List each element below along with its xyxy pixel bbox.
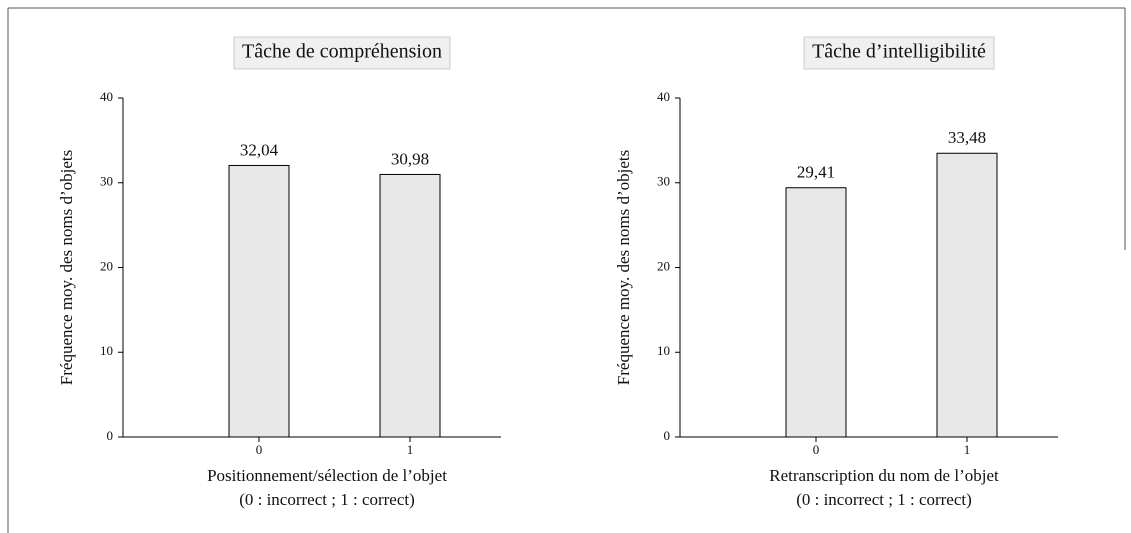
data-label: 32,04 [240,140,279,159]
y-tick-label: 10 [657,343,670,358]
chart-title: Tâche de compréhension [242,41,442,63]
x-tick-label: 1 [964,442,971,457]
y-tick-label: 30 [100,174,113,189]
x-tick-label: 1 [407,442,414,457]
x-tick-label: 0 [813,442,820,457]
title-box [803,36,995,70]
y-axis-label: Fréquence moy. des noms d’objets [57,150,76,385]
y-tick-label: 10 [100,343,113,358]
title-box [233,36,451,70]
y-axis-label: Fréquence moy. des noms d’objets [614,150,633,385]
data-label: 30,98 [391,149,429,168]
y-tick-label: 40 [657,89,670,104]
data-label: 33,48 [948,128,986,147]
data-label: 29,41 [797,163,835,182]
bar [228,164,290,438]
x-axis-label: Retranscription du nom de l’objet [769,466,999,485]
x-axis-label: Positionnement/sélection de l’objet [207,466,447,485]
y-tick-label: 0 [107,428,114,443]
y-tick-label: 40 [100,89,113,104]
x-tick-label: 0 [256,442,263,457]
x-axis-label: (0 : incorrect ; 1 : correct) [239,490,415,509]
y-tick-label: 30 [657,174,670,189]
bar [785,187,847,438]
y-tick-label: 20 [100,258,113,273]
y-tick-label: 20 [657,258,670,273]
chart-title: Tâche d’intelligibilité [812,41,986,63]
y-tick-label: 0 [664,428,671,443]
bar [936,152,998,438]
x-axis-label: (0 : incorrect ; 1 : correct) [796,490,972,509]
bar [379,173,441,438]
